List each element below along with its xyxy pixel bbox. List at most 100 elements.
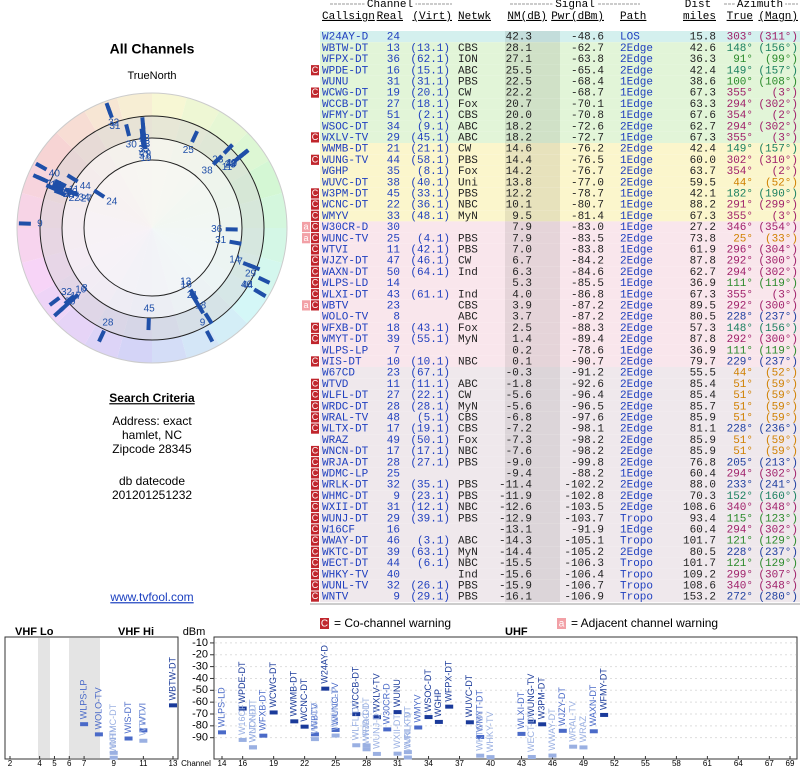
table-row <box>320 232 800 244</box>
warning-badge <box>311 154 319 165</box>
table-cell: 22.5 <box>506 77 532 89</box>
table-cell: 14.2 <box>506 166 532 178</box>
nm-column-bg <box>505 266 560 278</box>
table-cell: -11.9 <box>499 491 532 503</box>
table-cell: 87.8 <box>690 256 716 268</box>
column-header: True <box>727 11 753 23</box>
nm-column-bg <box>505 87 560 99</box>
table-row <box>320 31 800 43</box>
polar-bar <box>53 306 65 318</box>
warning-badge <box>311 322 319 333</box>
table-cell: -103.7 <box>564 513 604 525</box>
site-link[interactable]: www.tvfool.com <box>109 590 193 604</box>
polar-channel-label: 10 <box>75 285 87 296</box>
x-tick-label: 28 <box>362 759 371 768</box>
table-cell: 2Edge <box>620 480 653 492</box>
table-cell: 2Edge <box>620 357 653 369</box>
table-cell: 294° <box>727 121 753 133</box>
table-cell: (40.1) <box>410 177 450 189</box>
table-cell: CBS <box>458 110 478 122</box>
table-cell: 1Edge <box>620 88 653 100</box>
table-cell: -78.6 <box>571 345 604 357</box>
nm-column-bg <box>505 255 560 267</box>
table-cell: WGHP <box>322 166 349 178</box>
nm-column-bg <box>505 311 560 323</box>
table-row <box>320 64 800 76</box>
table-cell: -85.5 <box>571 278 604 290</box>
table-cell: -102.2 <box>564 480 604 492</box>
signal-mark <box>300 724 309 729</box>
signal-mark <box>94 732 103 737</box>
table-cell: 2Edge <box>620 502 653 514</box>
table-cell: Tropo <box>620 536 653 548</box>
table-cell: 40 <box>387 569 400 581</box>
table-row <box>320 344 800 356</box>
table-cell: CBS <box>458 413 478 425</box>
signal-mark <box>362 747 371 752</box>
table-cell: 292° <box>727 256 753 268</box>
table-cell: (3°) <box>772 211 798 223</box>
station-label: WFMY-DT <box>598 668 608 710</box>
warning-badge-text: C <box>312 300 319 310</box>
table-cell: 27 <box>387 99 400 111</box>
table-cell: (354°) <box>758 222 798 234</box>
signal-mark <box>476 753 485 758</box>
table-cell: 23 <box>387 368 400 380</box>
table-cell: -84.6 <box>571 267 604 279</box>
table-cell: (123°) <box>758 513 798 525</box>
nm-column-bg <box>505 120 560 132</box>
polar-channel-label: 21 <box>187 290 199 301</box>
nm-column-bg <box>505 557 560 569</box>
table-cell: 67.3 <box>690 88 716 100</box>
table-row <box>320 98 800 110</box>
polar-channel-label: 30 <box>126 139 138 150</box>
warning-badge <box>311 580 319 591</box>
table-row <box>320 501 800 513</box>
nm-column-bg <box>505 288 560 300</box>
polar-channel-label: 27 <box>81 193 93 204</box>
polar-channel-label: 28 <box>225 159 237 170</box>
warning-badge-text: C <box>312 334 319 344</box>
table-cell: 76.8 <box>690 457 716 469</box>
table-cell: 1Edge <box>620 345 653 357</box>
polar-channel-label: 34 <box>78 192 90 203</box>
warning-badge <box>311 479 319 490</box>
table-cell: -70.1 <box>571 99 604 111</box>
warning-badge <box>311 569 319 580</box>
table-cell: -88.2 <box>571 469 604 481</box>
table-cell: 55.5 <box>690 368 716 380</box>
x-tick-label: 34 <box>424 759 433 768</box>
polar-bar <box>45 183 59 192</box>
table-cell: WSOC-DT <box>322 121 369 133</box>
table-row <box>320 322 800 334</box>
vhf-lo-label: VHF Lo <box>15 626 54 638</box>
table-cell: 85.7 <box>690 401 716 413</box>
signal-mark <box>527 754 536 759</box>
polar-channel-label: 31 <box>109 121 121 132</box>
table-cell: (2.1) <box>417 110 450 122</box>
table-cell: 2Edge <box>620 368 653 380</box>
table-cell: 354° <box>727 166 753 178</box>
polar-channel-label: 44 <box>80 181 92 192</box>
table-cell: 11 <box>387 245 401 257</box>
table-cell: -90.7 <box>571 357 604 369</box>
table-cell: 1Edge <box>620 278 653 290</box>
table-cell: -88.3 <box>571 323 604 335</box>
polar-bar <box>66 173 79 184</box>
table-cell: (52°) <box>765 368 798 380</box>
table-cell: NBC <box>458 446 478 458</box>
table-cell: 272° <box>727 592 753 604</box>
table-cell: WUNC-TV <box>322 233 369 245</box>
table-cell: (6.1) <box>417 558 450 570</box>
table-cell: 296° <box>727 245 753 257</box>
table-cell: 121° <box>727 558 753 570</box>
y-tick-label: -90 <box>192 732 208 744</box>
warning-badge-text: C <box>312 233 319 243</box>
column-header: Real <box>377 11 403 23</box>
table-cell: 18.2 <box>506 133 532 145</box>
warning-badge-text: C <box>312 490 319 500</box>
table-cell: (59°) <box>765 379 798 391</box>
table-row <box>320 243 800 255</box>
table-cell: ION <box>458 54 478 66</box>
station-label: WMYT-DT <box>475 689 485 731</box>
